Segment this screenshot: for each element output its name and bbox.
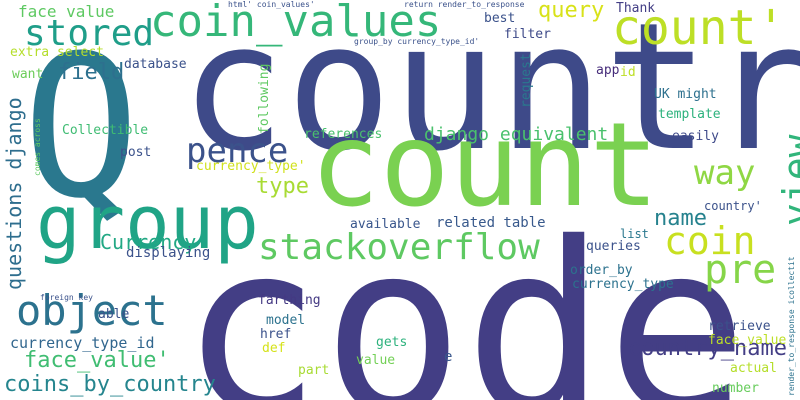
word-currency-type-id: currency_type_id <box>10 334 155 352</box>
word-currency-type: currency_type <box>572 277 674 292</box>
word-order-by: order_by <box>570 263 633 278</box>
word-href: href <box>260 327 292 342</box>
word-best: best <box>484 11 516 26</box>
word-queries: queries <box>586 239 641 254</box>
word-uk-might: UK might <box>654 87 717 102</box>
word-html-coin-values: html' coin_values' <box>228 0 315 9</box>
word-coin-values: coin_values <box>150 0 442 47</box>
word-post: post <box>120 145 152 160</box>
word-pence: pence <box>186 131 289 171</box>
word-return-render: return render_to_response <box>404 0 525 9</box>
word-extra-select: extra select <box>10 45 104 60</box>
word-number: number <box>712 381 759 396</box>
word-type: type <box>256 174 309 199</box>
word-app: app <box>596 63 620 78</box>
word-gets: gets <box>376 335 408 350</box>
word-view: view <box>775 134 800 226</box>
word-e: e <box>444 349 453 365</box>
word-coin: coin <box>664 219 756 263</box>
word-country: country <box>180 0 800 190</box>
word-currency-cap: Currency <box>100 230 197 254</box>
word-face-value-2: face_value <box>708 333 787 348</box>
word-name: name <box>654 206 707 231</box>
word-django-equivalent: django equivalent <box>424 124 609 145</box>
word-part: part <box>298 363 330 378</box>
word-country-quote: country' <box>704 199 762 213</box>
word-comes-across: comes across <box>33 118 42 176</box>
word-references: references <box>304 127 383 142</box>
word-id: id <box>620 65 636 80</box>
word-following: following <box>257 63 272 134</box>
word-currency-type-quote: currency_type' <box>196 159 306 174</box>
word-value: value <box>356 353 396 368</box>
word-stored: stored <box>24 13 155 54</box>
word-way: way <box>694 153 756 193</box>
word-face-value-quote: face_value' <box>24 348 170 373</box>
word-request: request <box>519 53 534 108</box>
word-filter: filter <box>504 27 551 42</box>
word-q: Q <box>22 14 141 242</box>
word-displaying: displaying <box>126 245 211 261</box>
word-country-name: country_name <box>628 336 787 361</box>
word-retrieve: retrieve <box>708 319 771 334</box>
word-easily: easily <box>672 129 719 144</box>
word-count: count <box>310 98 660 233</box>
word-able: able <box>98 307 130 322</box>
word-code: code <box>180 192 749 400</box>
word-related-table: related table <box>436 215 546 231</box>
word-model: model <box>266 313 306 328</box>
word-foreign-key: foreign key <box>40 293 93 302</box>
word-def: def <box>262 341 286 356</box>
word-object: object <box>16 286 168 335</box>
word-thank: Thank <box>616 1 656 16</box>
word-query: query <box>538 0 605 23</box>
word-template: template <box>658 107 721 122</box>
word-render-to-response-collect: render_to_response icollectit <box>787 256 796 396</box>
word-count-quote: count' <box>612 0 786 56</box>
word-collectible: Collectible <box>62 123 149 138</box>
word-available: available <box>350 217 421 232</box>
word-coins-by-country: coins_by_country <box>4 372 216 397</box>
word-questions-django: questions django <box>2 97 26 290</box>
word-group: group <box>36 180 259 266</box>
word-list: list <box>620 227 649 241</box>
word-stackoverflow: stackoverflow <box>258 227 540 268</box>
word-group-by-currency: group_by currency_type_id' <box>354 37 480 46</box>
word-want: want <box>12 67 44 82</box>
word-pre: pre <box>704 247 777 293</box>
word-actual: actual <box>730 361 777 376</box>
word-database: database <box>124 57 187 72</box>
word-field: field <box>58 60 125 85</box>
word-face-value: face value <box>18 2 115 21</box>
word-farthing: farthing <box>258 293 321 308</box>
